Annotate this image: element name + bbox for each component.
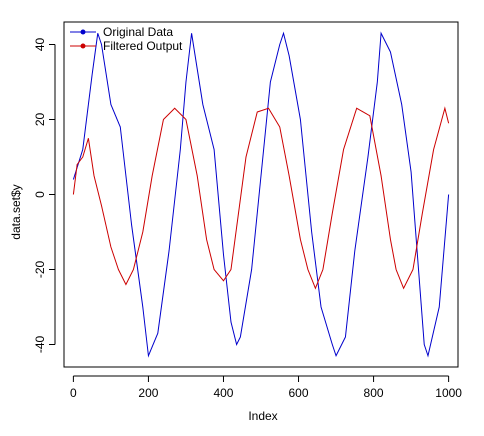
x-tick-label: 600: [289, 386, 309, 400]
y-axis: -40 -20 0 20 40: [33, 38, 56, 354]
y-tick-label: 0: [33, 191, 47, 198]
legend-marker-filtered: [80, 43, 86, 49]
y-axis-title: data.set$y: [9, 184, 23, 239]
legend-label-original: Original Data: [103, 25, 173, 39]
x-tick-label: 400: [213, 386, 233, 400]
legend: Original Data Filtered Output: [70, 25, 183, 53]
plot-region: [63, 21, 459, 368]
plot-frame: [63, 21, 459, 368]
x-tick-label: 200: [138, 386, 158, 400]
x-tick-label: 1000: [435, 386, 462, 400]
y-tick-label: -40: [33, 336, 47, 354]
legend-label-filtered: Filtered Output: [103, 39, 183, 53]
y-tick-label: 20: [33, 113, 47, 127]
series-line-original-data: [72, 31, 450, 358]
x-axis-title: Index: [248, 409, 277, 423]
legend-marker-original: [80, 29, 86, 35]
series-line-filtered-output: [72, 106, 450, 290]
y-tick-label: 40: [33, 38, 47, 52]
x-tick-label: 0: [70, 386, 77, 400]
x-axis: 0 200 400 600 800 1000: [70, 375, 462, 400]
y-tick-label: -20: [33, 261, 47, 279]
x-tick-label: 800: [364, 386, 384, 400]
